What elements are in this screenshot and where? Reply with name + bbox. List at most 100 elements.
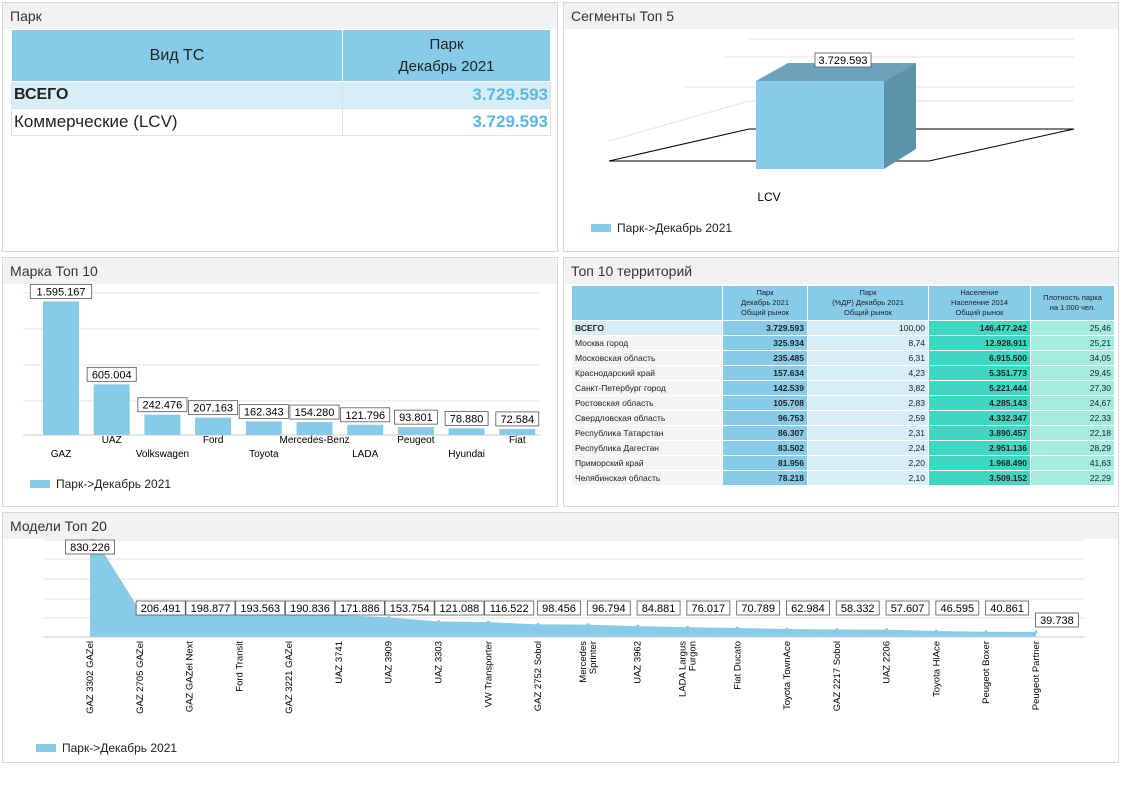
brands-bar[interactable] xyxy=(144,414,181,435)
territories-row-label: Московская область xyxy=(571,350,723,366)
territories-cell: 22,33 xyxy=(1030,410,1115,426)
models-point[interactable] xyxy=(536,622,540,626)
brands-bar[interactable] xyxy=(347,424,384,435)
brands-x-label: Fiat xyxy=(509,435,526,446)
park-row-total[interactable]: ВСЕГО 3.729.593 xyxy=(11,81,551,109)
models-point[interactable] xyxy=(735,626,739,630)
territories-cell: 6.915.500 xyxy=(928,350,1031,366)
park-col-type[interactable]: Вид ТС xyxy=(11,29,343,82)
territories-col-header-line: Общий рынок xyxy=(955,308,1004,317)
territories-row[interactable]: Санкт-Петербург город 142.539 3,82 5.221.44… xyxy=(571,380,1115,396)
territories-row[interactable]: Краснодарский край 157.634 4,23 5.351.773 29… xyxy=(571,365,1115,381)
territories-row[interactable]: Московская область 235.485 6,31 6.915.500 34… xyxy=(571,350,1115,366)
segments-legend[interactable]: Парк->Декабрь 2021 xyxy=(591,221,732,235)
brands-data-label: 605.004 xyxy=(92,369,132,381)
territories-col-header[interactable] xyxy=(571,285,723,321)
territories-cell: 41,63 xyxy=(1030,455,1115,471)
territories-col-header[interactable]: Парк (%ДР) Декабрь 2021 Общий рынок xyxy=(807,285,929,321)
territories-col-header-line: Общий рынок xyxy=(741,308,789,317)
models-x-label-text: Peugeot Partner xyxy=(1031,641,1042,710)
models-data-label: 58.332 xyxy=(841,603,875,615)
territories-col-header-line: на 1.000 чел. xyxy=(1049,303,1096,312)
models-point[interactable] xyxy=(934,629,938,633)
models-point[interactable] xyxy=(885,628,889,632)
models-point[interactable] xyxy=(685,625,689,629)
models-legend-label: Парк->Декабрь 2021 xyxy=(62,741,178,755)
segments-bar[interactable] xyxy=(756,81,884,169)
models-data-label-box xyxy=(786,600,830,616)
territories-row[interactable]: Республика Татарстан 86.307 2,31 3.890.457 2… xyxy=(571,425,1115,441)
models-data-label: 40.861 xyxy=(990,603,1024,615)
segments-data-label-box xyxy=(814,52,872,68)
territories-col-header[interactable]: Население Население 2014 Общий рынок xyxy=(928,285,1031,321)
models-point[interactable] xyxy=(437,620,441,624)
brands-bar[interactable] xyxy=(296,422,333,435)
brands-bar[interactable] xyxy=(195,417,232,435)
brands-bar[interactable] xyxy=(448,428,485,435)
brands-data-label: 78.880 xyxy=(450,413,484,425)
models-point[interactable] xyxy=(785,627,789,631)
brands-bar[interactable] xyxy=(499,428,536,435)
brands-legend[interactable]: Парк->Декабрь 2021 xyxy=(30,477,171,491)
territories-row-label: Республика Татарстан xyxy=(571,425,723,441)
territories-cell: 34,05 xyxy=(1030,350,1115,366)
models-point[interactable] xyxy=(1034,630,1038,634)
territories-cell: 2,24 xyxy=(807,440,929,456)
models-data-label-box xyxy=(985,600,1029,616)
models-data-label-box xyxy=(586,600,631,616)
territories-cell: 3.890.457 xyxy=(928,425,1031,441)
models-data-label: 57.607 xyxy=(891,603,925,615)
territories-row[interactable]: Приморский край 81.956 2,20 1.968.490 41,63 xyxy=(571,455,1115,471)
models-data-label-box xyxy=(334,600,385,616)
brands-bar[interactable] xyxy=(93,384,130,435)
territories-row[interactable]: Москва город 325.934 8,74 12.928.911 25,21 xyxy=(571,335,1115,351)
territories-col-header-line: Плотность парка xyxy=(1043,293,1102,302)
models-point[interactable] xyxy=(486,620,490,624)
models-legend[interactable]: Парк->Декабрь 2021 xyxy=(36,741,177,755)
models-point[interactable] xyxy=(586,623,590,627)
territories-cell: 2,20 xyxy=(807,455,929,471)
models-data-label-box xyxy=(384,600,435,616)
models-data-label: 98.456 xyxy=(542,603,576,615)
brands-bar[interactable] xyxy=(397,427,434,435)
territories-row[interactable]: Челябинская область 78.218 2,10 3.509.152 22… xyxy=(571,470,1115,486)
models-point[interactable] xyxy=(387,615,391,619)
park-row-value: 3.729.593 xyxy=(342,81,551,109)
models-point[interactable] xyxy=(984,630,988,634)
models-x-label-text: Sprinter xyxy=(588,641,599,674)
territories-row[interactable]: Ростовская область 105.708 2,83 4.285.143 24… xyxy=(571,395,1115,411)
park-row-lcv[interactable]: Коммерческие (LCV) 3.729.593 xyxy=(11,108,551,136)
models-x-label-text: Peugeot Boxer xyxy=(981,641,992,704)
territories-row[interactable]: Свердловская область 96.753 2,59 4.332.347 2… xyxy=(571,410,1115,426)
models-point[interactable] xyxy=(835,628,839,632)
models-x-label-text: Mercedes xyxy=(578,641,589,683)
brands-data-label: 242.476 xyxy=(143,400,183,412)
territories-cell: 5.351.773 xyxy=(928,365,1031,381)
segments-panel-title: Сегменты Топ 5 xyxy=(564,3,1118,29)
models-x-label: GAZ 3221 GAZel xyxy=(284,641,295,714)
brands-bar[interactable] xyxy=(43,301,79,435)
park-col-value-line2: Декабрь 2021 xyxy=(398,57,495,75)
models-data-label-box xyxy=(537,600,581,616)
models-x-label: UAZ 3909 xyxy=(384,641,395,684)
models-data-label: 171.886 xyxy=(340,603,380,615)
brands-bar[interactable] xyxy=(245,421,282,435)
territories-row[interactable]: ВСЕГО 3.729.593 100,00 146.477.242 25,46 xyxy=(571,320,1115,336)
models-data-label-box xyxy=(285,600,336,616)
models-x-label-text: UAZ 3962 xyxy=(633,641,644,684)
models-data-label-box xyxy=(736,600,781,616)
territories-cell: 8,74 xyxy=(807,335,929,351)
models-area[interactable] xyxy=(90,539,1036,637)
models-x-label-text: GAZ 2705 GAZel xyxy=(135,641,146,714)
territories-col-header[interactable]: Парк Декабрь 2021 Общий рынок xyxy=(722,285,808,321)
territories-row-label: Республика Дагестан xyxy=(571,440,723,456)
models-data-label: 116.522 xyxy=(490,603,529,615)
territories-cell: 28,29 xyxy=(1030,440,1115,456)
models-x-label: UAZ 3303 xyxy=(434,641,445,684)
brands-data-label-box xyxy=(444,410,489,426)
territories-col-header[interactable]: Плотность парка на 1.000 чел. xyxy=(1030,285,1115,321)
models-point[interactable] xyxy=(636,624,640,628)
park-col-value[interactable]: Парк Декабрь 2021 xyxy=(342,29,551,82)
territories-row[interactable]: Республика Дагестан 83.502 2,24 2.951.136 28… xyxy=(571,440,1115,456)
models-panel: Модели Топ 20 830.226 GAZ 3302 GAZel 206.4… xyxy=(2,512,1119,763)
